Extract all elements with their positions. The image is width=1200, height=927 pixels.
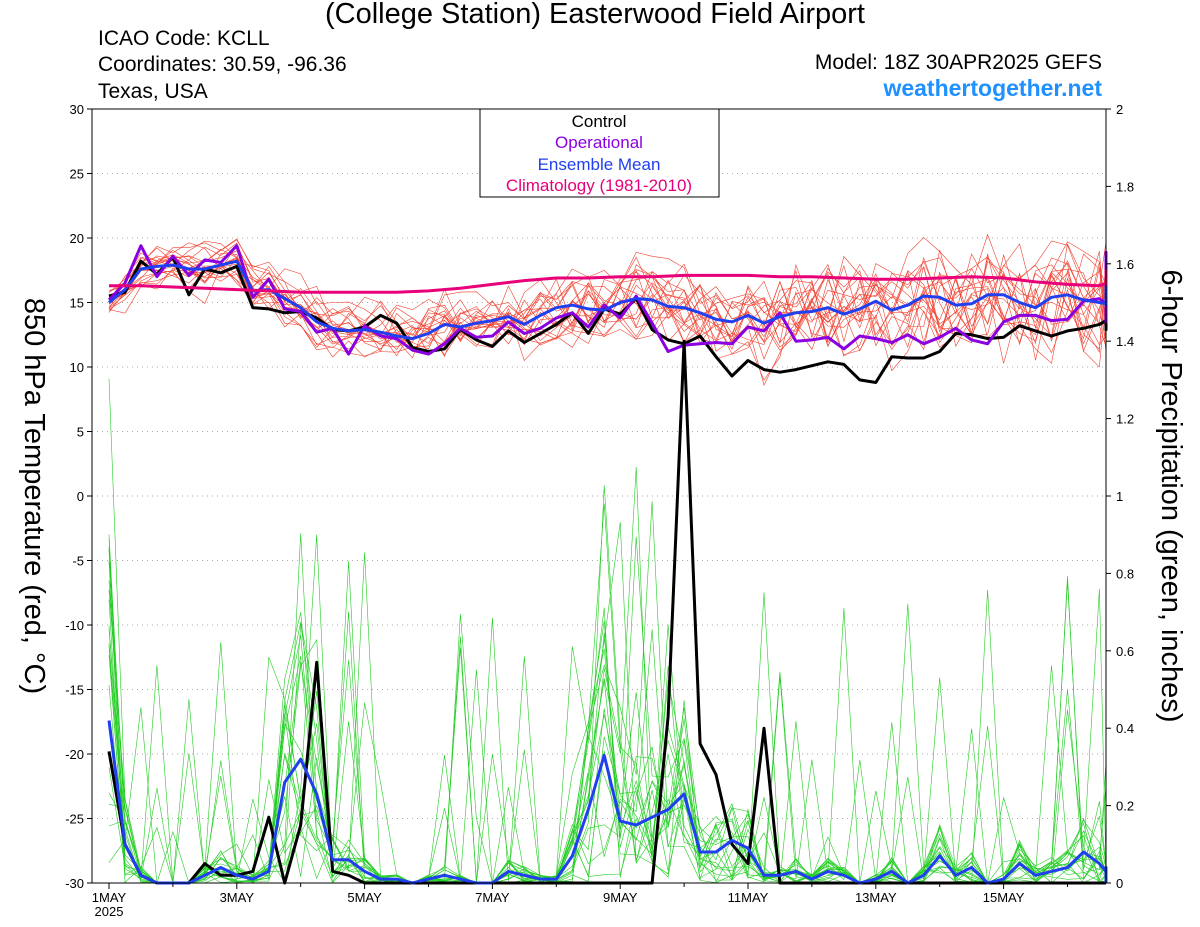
x-tick-label: 9MAY [603,890,638,905]
coordinates: Coordinates: 30.59, -96.36 [98,53,347,76]
temp-member-line [108,242,1107,355]
legend: Control Operational Ensemble Mean Climat… [479,108,720,198]
precip-member-line [108,625,1107,884]
axes: -30-25-20-15-10-505101520253000.20.40.60… [65,102,1134,919]
y-tick-label-right: 0.4 [1116,721,1134,736]
y-tick-label-left: 10 [70,360,84,375]
ensemble-members [108,212,1107,884]
series-lines [107,244,1108,885]
legend-ensemble-mean: Ensemble Mean [538,155,661,174]
precip-member-line [108,534,1107,884]
precip-member-line [108,378,1107,884]
precip-member-line [108,550,1107,884]
precip-member-line [108,561,1107,884]
precip-member-line [108,501,1107,884]
icao-code: ICAO Code: KCLL [98,27,270,50]
precip-member-line [108,611,1107,884]
y-axis-label-right: 6-hour Precipitation (green, inches) [1155,270,1187,723]
y-tick-label-right: 1.2 [1116,412,1134,427]
x-tick-label: 13MAY [855,890,897,905]
site-link[interactable]: weathertogether.net [883,75,1102,101]
y-tick-label-right: 0.8 [1116,566,1134,581]
x-tick-label: 7MAY [475,890,510,905]
y-tick-label-right: 2 [1116,102,1123,117]
temp-member-line [108,217,1107,358]
region: Texas, USA [98,80,208,103]
y-tick-label-right: 1.8 [1116,179,1134,194]
grid-lines [92,173,1106,819]
y-tick-label-left: 25 [70,167,84,182]
temp-member-line [108,241,1107,361]
x-tick-label: 1MAY [92,890,127,905]
legend-climatology: Climatology (1981-2010) [506,176,692,195]
y-tick-label-right: 0 [1116,876,1123,891]
precip-member-line [108,576,1107,884]
y-tick-label-left: -5 [72,554,84,569]
y-tick-label-left: 15 [70,296,84,311]
y-tick-label-left: 20 [70,231,84,246]
y-tick-label-left: 5 [77,425,84,440]
chart-title: (College Station) Easterwood Field Airpo… [325,0,865,30]
x-tick-label: 11MAY [728,890,769,905]
y-tick-label-left: -25 [65,812,84,827]
legend-control: Control [572,112,627,131]
y-tick-label-right: 0.6 [1116,644,1134,659]
x-tick-label: 3MAY [220,890,255,905]
x-tick-label: 2025 [95,904,124,919]
y-axis-label-left: 850 hPa Temperature (red, °C) [18,298,50,694]
precip-member-line [108,608,1107,884]
precip-member-line [108,533,1107,884]
y-tick-label-left: -15 [65,683,84,698]
legend-box [479,108,720,198]
y-tick-label-left: -20 [65,747,84,762]
precip-member-line [108,584,1107,884]
x-tick-label: 15MAY [983,890,1025,905]
x-tick-label: 5MAY [347,890,382,905]
y-tick-label-left: -10 [65,618,84,633]
precip-ensemble-mean-line [107,720,1108,885]
legend-operational: Operational [555,133,643,152]
y-tick-label-right: 1 [1116,489,1123,504]
y-tick-label-left: 30 [70,102,84,117]
precip-member-line [108,522,1107,884]
y-tick-label-right: 1.6 [1116,257,1134,272]
y-tick-label-right: 1.4 [1116,334,1134,349]
model-run: Model: 18Z 30APR2025 GEFS [814,51,1102,74]
y-tick-label-right: 0.2 [1116,799,1134,814]
y-tick-label-left: 0 [77,489,84,504]
plot-frame [91,108,1107,884]
y-tick-label-left: -30 [65,876,84,891]
